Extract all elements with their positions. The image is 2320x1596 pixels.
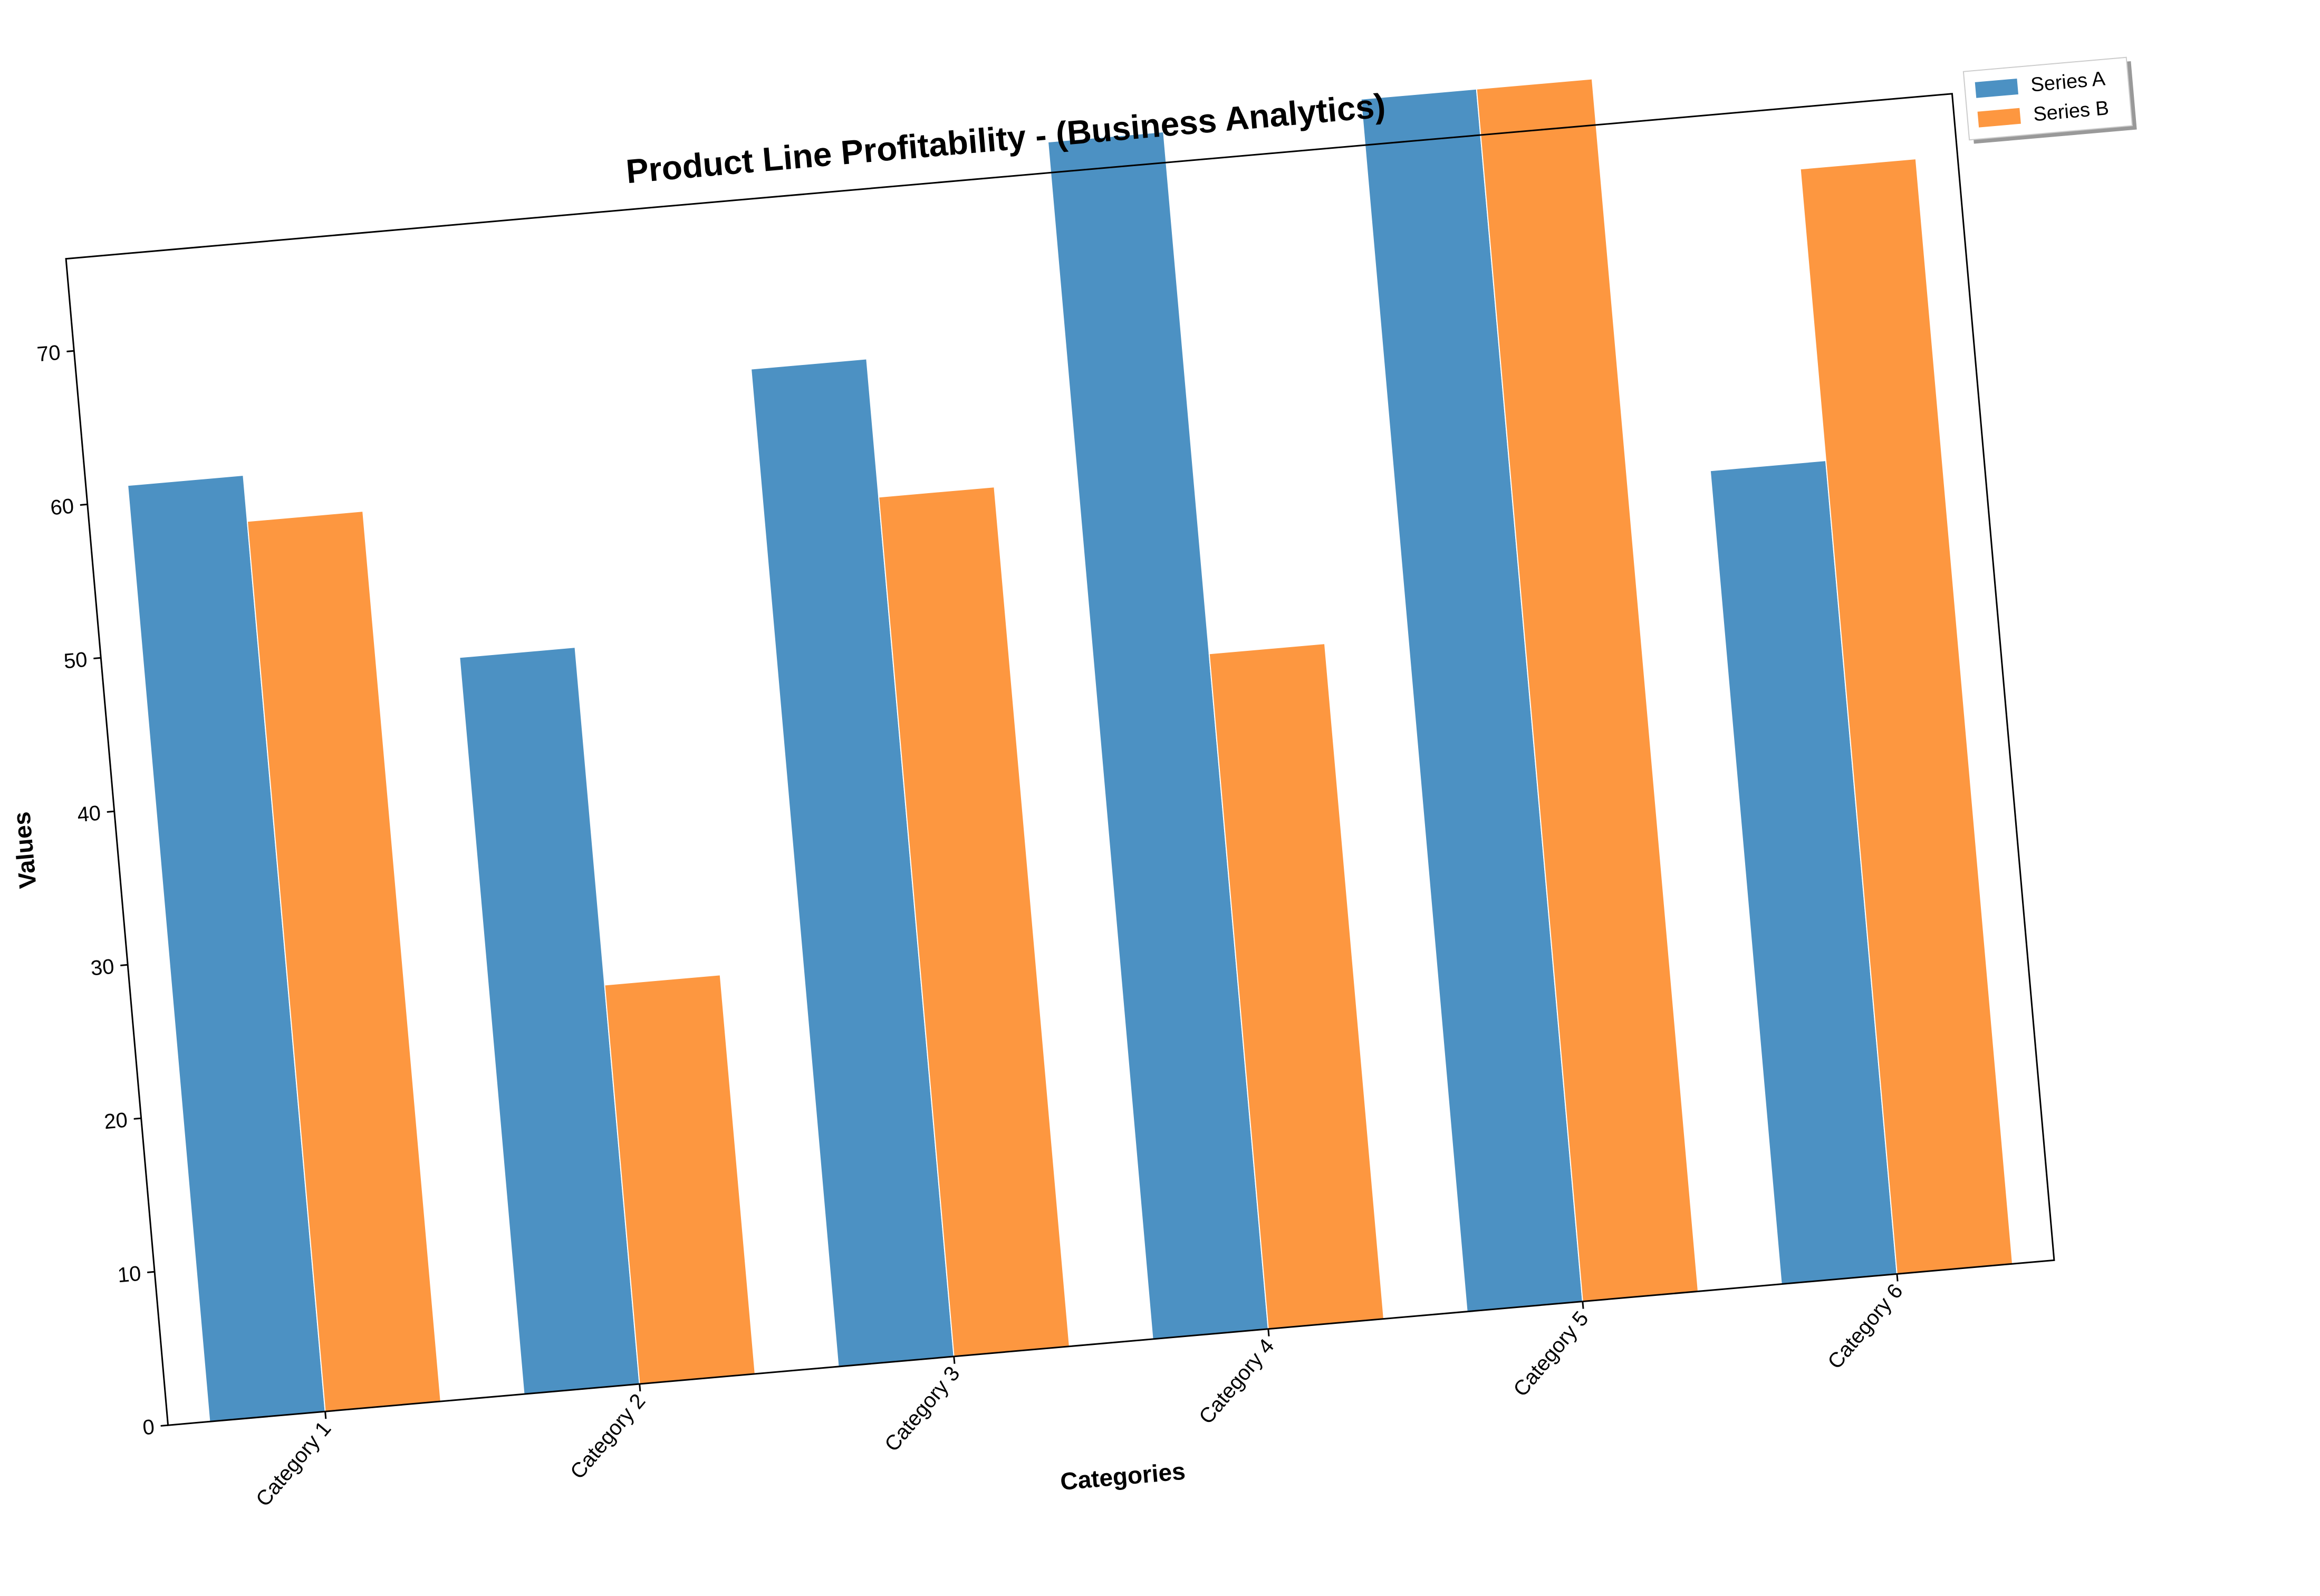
y-axis: 0 10 20 30 40 50 60 70 [36, 341, 168, 1440]
y-tick-mark [80, 503, 88, 506]
x-tick-label: Category 1 [252, 1417, 335, 1511]
chart-title: Product Line Profitability - (Business A… [624, 86, 1387, 191]
x-tick-mark [953, 1356, 956, 1364]
plot-area-frame [65, 93, 2055, 1426]
y-tick-label: 70 [36, 341, 61, 367]
y-tick-label: 30 [90, 955, 115, 980]
x-tick-mark [1896, 1274, 1899, 1282]
chart-rotated-group: 0 10 20 30 40 50 60 70 Category 1 Category 2 Cate… [7, 56, 2137, 1511]
x-axis-label: Categories [1059, 1457, 1186, 1496]
y-tick-label: 0 [142, 1416, 156, 1440]
x-tick-label: Category 3 [880, 1362, 964, 1456]
x-tick-label: Category 5 [1509, 1307, 1593, 1401]
y-tick-label: 10 [117, 1262, 142, 1287]
y-axis-label: Values [7, 811, 42, 890]
x-tick-mark [1267, 1329, 1270, 1337]
legend-swatch-series-b [1977, 108, 2021, 128]
y-tick-label: 50 [63, 648, 88, 674]
x-tick-label: Category 6 [1823, 1280, 1907, 1373]
legend-swatch-series-a [1975, 78, 2018, 98]
y-tick-mark [133, 1117, 141, 1120]
x-tick-label: Category 4 [1195, 1334, 1278, 1428]
x-tick-label: Category 2 [566, 1389, 650, 1483]
y-tick-mark [107, 810, 114, 813]
y-tick-label: 20 [103, 1109, 129, 1134]
y-tick-label: 60 [50, 495, 75, 520]
bars-group [127, 78, 2014, 1422]
x-tick-mark [324, 1411, 327, 1419]
y-tick-mark [160, 1424, 168, 1427]
y-tick-label: 40 [76, 802, 102, 827]
